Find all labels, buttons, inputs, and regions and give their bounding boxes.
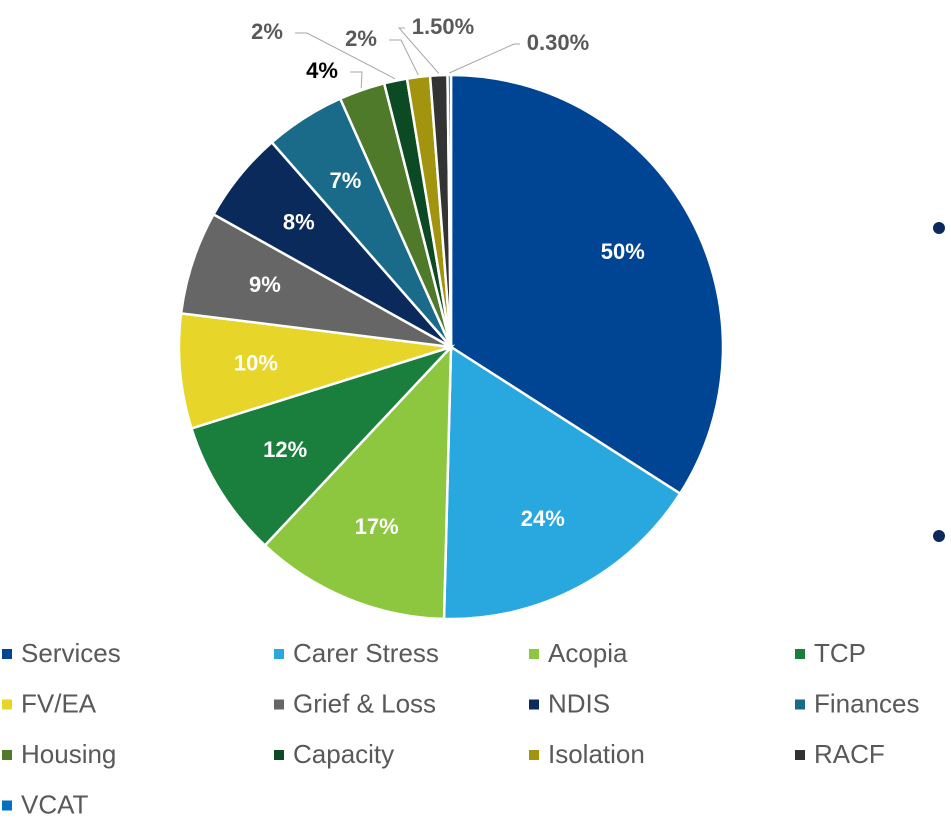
pie-slice: [177, 311, 452, 430]
pie-slice: [263, 343, 453, 621]
legend-swatch: [2, 699, 12, 710]
bullet: [933, 530, 945, 542]
legend-label: Acopia: [548, 638, 628, 668]
legend-label: Isolation: [548, 739, 645, 769]
data-label: 4%: [306, 58, 338, 83]
legend-swatch: [274, 699, 284, 710]
legend-swatch: [274, 649, 284, 659]
data-label: 12%: [263, 437, 307, 462]
data-label: 7%: [330, 168, 362, 193]
data-label: 10%: [234, 350, 278, 375]
data-label: 50%: [601, 239, 645, 264]
legend-swatch: [529, 750, 539, 760]
pie-slice: [442, 344, 682, 621]
legend-swatch: [529, 699, 539, 710]
legend-swatch: [274, 750, 284, 760]
legend-swatch: [795, 750, 805, 760]
leader-line: [397, 27, 440, 74]
legend-label: Carer Stress: [293, 638, 439, 668]
data-label: 9%: [249, 272, 281, 297]
legend-label: Services: [21, 638, 121, 668]
legend-swatch: [2, 750, 12, 760]
data-label: 0.30%: [527, 30, 589, 55]
pie-slice: [189, 344, 456, 548]
data-label: 8%: [283, 210, 315, 235]
legend-label: RACF: [814, 739, 885, 769]
legend-label: Capacity: [293, 739, 394, 769]
data-label: 24%: [521, 506, 565, 531]
pie-slice: [446, 73, 453, 348]
legend-label: VCAT: [21, 789, 89, 819]
data-label: 2%: [345, 26, 377, 51]
pie-slice: [449, 73, 725, 496]
legend-label: Finances: [814, 688, 920, 718]
leader-line: [295, 32, 396, 80]
legend-swatch: [795, 699, 805, 710]
leader-line: [350, 71, 363, 89]
leader-line: [449, 43, 520, 74]
legend-swatch: [2, 649, 12, 659]
data-label: 2%: [251, 19, 283, 44]
legend-label: FV/EA: [21, 688, 97, 718]
legend-label: NDIS: [548, 688, 610, 718]
data-label: 17%: [355, 514, 399, 539]
legend-swatch: [2, 800, 12, 811]
legend-swatch: [795, 649, 805, 659]
legend-label: TCP: [814, 638, 866, 668]
bullet: [933, 222, 945, 234]
leader-line: [389, 39, 419, 76]
data-label: 1.50%: [412, 14, 474, 39]
legend-label: Grief & Loss: [293, 688, 436, 718]
legend-swatch: [529, 649, 539, 659]
legend-label: Housing: [21, 739, 116, 769]
